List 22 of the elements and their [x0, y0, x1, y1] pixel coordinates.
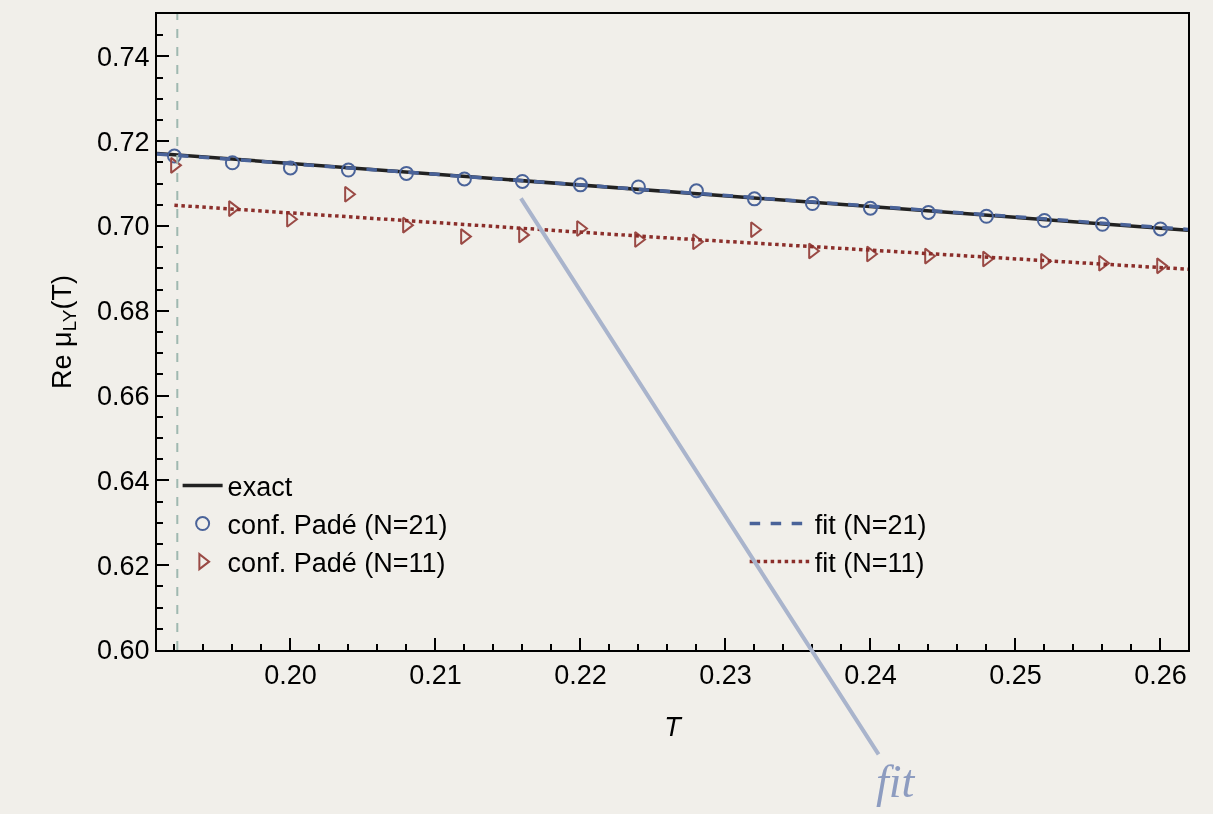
- y-tick-label: 0.74: [97, 41, 150, 72]
- x-tick-label: 0.22: [554, 660, 607, 691]
- legend-label: fit (N=21): [814, 509, 927, 540]
- x-tick-label: 0.26: [1134, 660, 1187, 691]
- x-tick-label: 0.25: [989, 660, 1042, 691]
- y-tick-label: 0.72: [97, 126, 150, 157]
- legend-label: exact: [227, 471, 293, 502]
- y-tick-label: 0.62: [97, 550, 150, 581]
- y-tick-label: 0.70: [97, 211, 150, 242]
- legend-label: conf. Padé (N=11): [227, 548, 446, 579]
- legend-label: conf. Padé (N=21): [227, 510, 448, 541]
- legend-label: fit (N=11): [814, 548, 925, 579]
- y-tick-label: 0.60: [97, 635, 150, 666]
- y-tick-label: 0.68: [97, 296, 150, 327]
- y-tick-label: 0.66: [97, 381, 150, 412]
- x-axis-title: T: [664, 712, 684, 743]
- x-tick-label: 0.20: [264, 660, 317, 691]
- text: fit: [876, 756, 916, 807]
- x-tick-label: 0.21: [409, 660, 462, 691]
- y-tick-label: 0.64: [97, 465, 150, 496]
- x-tick-label: 0.23: [699, 660, 752, 691]
- x-tick-label: 0.24: [844, 660, 897, 691]
